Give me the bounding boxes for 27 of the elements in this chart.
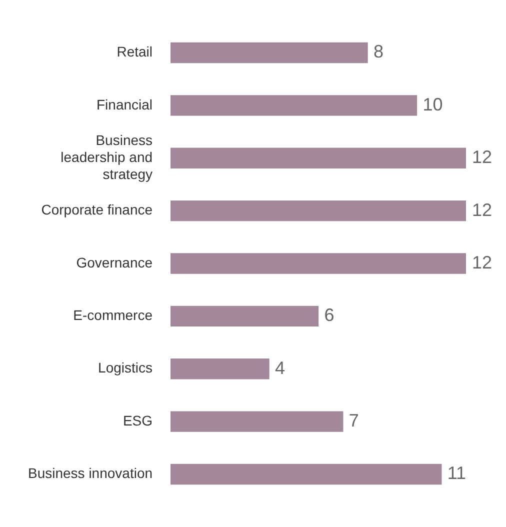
y-tick-label: Financial — [96, 96, 153, 112]
data-label: 12 — [472, 252, 492, 272]
y-tick-label: Retail — [116, 44, 153, 60]
y-tick-label: E-commerce — [73, 307, 153, 324]
data-label: 6 — [324, 305, 334, 326]
y-tick-label: Corporate finance — [41, 202, 153, 218]
data-label: 12 — [472, 147, 492, 168]
bar — [170, 148, 466, 168]
bar — [170, 464, 442, 485]
bar — [170, 95, 418, 116]
y-tick-label: Governance — [76, 254, 153, 270]
bar — [170, 306, 319, 327]
y-tick-label: Logistics — [98, 360, 153, 376]
y-tick-label: ESG — [122, 412, 153, 428]
data-label: 12 — [472, 200, 492, 220]
y-tick-label: Business leadership and strategy — [60, 132, 153, 182]
y-tick-label: Business innovation — [28, 465, 153, 482]
data-label: 4 — [275, 358, 286, 378]
bar — [170, 411, 344, 432]
bar — [170, 200, 466, 222]
bar — [170, 42, 368, 64]
data-label: 11 — [447, 463, 466, 484]
data-label: 7 — [348, 410, 359, 431]
data-label: 8 — [374, 42, 384, 62]
data-label: 10 — [422, 94, 443, 114]
bar — [170, 253, 466, 274]
bar — [170, 358, 270, 380]
